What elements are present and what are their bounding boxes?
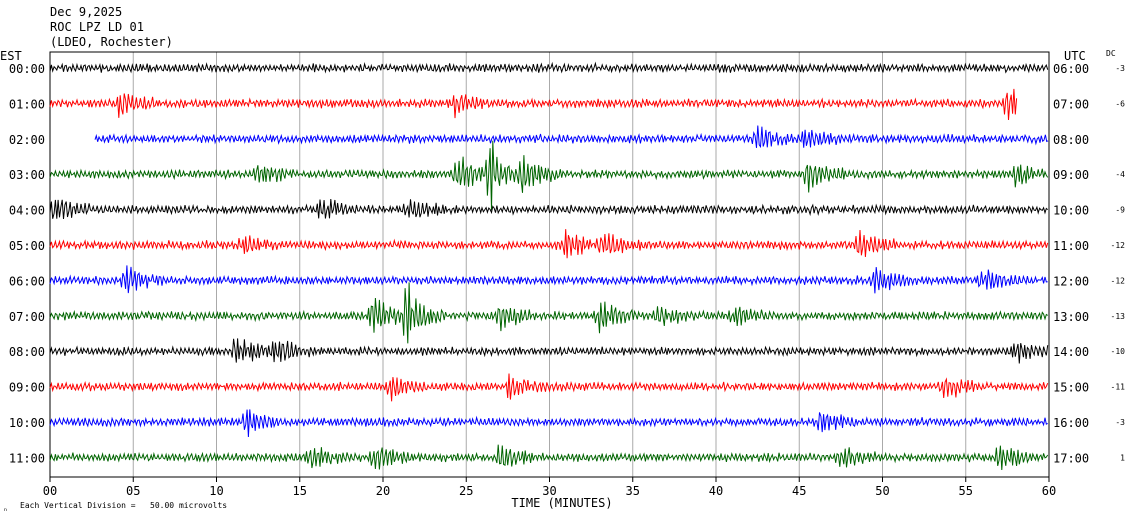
utc-label: 16:00: [1053, 416, 1089, 430]
trace-0700: [49, 282, 1048, 344]
trace-0900: [49, 373, 1049, 402]
x-tick-label: 05: [126, 484, 140, 498]
est-label: 03:00: [9, 168, 45, 182]
x-tick-label: 10: [209, 484, 223, 498]
trace-0500: [49, 229, 1049, 259]
trace-0400: [49, 198, 1049, 220]
x-tick-label: 15: [293, 484, 307, 498]
dc-value: -12: [1111, 241, 1126, 250]
est-label: 11:00: [9, 451, 45, 465]
dc-value: -10: [1111, 347, 1126, 356]
utc-label: 06:00: [1053, 62, 1089, 76]
trace-0600: [49, 265, 1048, 294]
est-label: 02:00: [9, 133, 45, 147]
grid: [132, 52, 967, 477]
est-label: 04:00: [9, 204, 45, 218]
trace-0100: [49, 88, 1018, 121]
utc-label: 07:00: [1053, 97, 1089, 111]
x-tick-label: 30: [542, 484, 556, 498]
x-tick-label: 20: [376, 484, 390, 498]
scale-icon: ₙ: [3, 504, 8, 513]
x-tick-label: 50: [875, 484, 889, 498]
x-tick-label: 55: [959, 484, 973, 498]
utc-label: 12:00: [1053, 274, 1089, 288]
trace-0200: [94, 125, 1049, 149]
dc-title: DC: [1106, 49, 1116, 58]
trace-1100: [49, 444, 1049, 471]
x-axis-ticks: 00 05 10 15 20 25 30 35 40 45 50 55 60: [43, 477, 1056, 498]
est-label: 09:00: [9, 381, 45, 395]
utc-label: 17:00: [1053, 451, 1089, 465]
dc-value: -12: [1111, 276, 1126, 285]
x-tick-label: 35: [626, 484, 640, 498]
header-date: Dec 9,2025: [50, 5, 122, 19]
dc-value: -6: [1115, 99, 1125, 108]
est-label: 01:00: [9, 97, 45, 111]
est-label: 00:00: [9, 62, 45, 76]
row-labels: 00:00 06:00 -3 01:00 07:00 -6 02:00 08:00 03:00 0…: [9, 62, 1125, 465]
scale-note: Each Vertical Division = 50.00 microvolt…: [20, 501, 227, 510]
dc-value: -4: [1115, 170, 1125, 179]
dc-value: -11: [1111, 383, 1126, 392]
est-label: 06:00: [9, 274, 45, 288]
x-axis-title: TIME (MINUTES): [511, 496, 612, 510]
utc-label: 08:00: [1053, 133, 1089, 147]
x-tick-label: 00: [43, 484, 57, 498]
left-axis-title: EST: [0, 49, 22, 63]
utc-label: 13:00: [1053, 310, 1089, 324]
x-tick-label: 60: [1042, 484, 1056, 498]
utc-label: 10:00: [1053, 204, 1089, 218]
utc-label: 09:00: [1053, 168, 1089, 182]
dc-value: 1: [1120, 453, 1125, 462]
est-label: 10:00: [9, 416, 45, 430]
trace-0800: [49, 338, 1049, 364]
header-network: (LDEO, Rochester): [50, 35, 173, 49]
traces: [49, 61, 1049, 471]
x-tick-label: 40: [709, 484, 723, 498]
trace-1000: [49, 409, 1048, 438]
est-label: 08:00: [9, 345, 45, 359]
x-tick-label: 45: [792, 484, 806, 498]
dc-value: -3: [1115, 418, 1125, 427]
header-station: ROC LPZ LD 01: [50, 20, 144, 34]
dc-value: -9: [1115, 206, 1125, 215]
dc-value: -13: [1111, 312, 1126, 321]
trace-0300: [49, 140, 1049, 211]
right-axis-title: UTC: [1064, 49, 1086, 63]
est-label: 05:00: [9, 239, 45, 253]
utc-label: 15:00: [1053, 381, 1089, 395]
trace-0000: [49, 61, 1049, 74]
utc-label: 11:00: [1053, 239, 1089, 253]
est-label: 07:00: [9, 310, 45, 324]
utc-label: 14:00: [1053, 345, 1089, 359]
x-tick-label: 25: [459, 484, 473, 498]
dc-value: -3: [1115, 64, 1125, 73]
